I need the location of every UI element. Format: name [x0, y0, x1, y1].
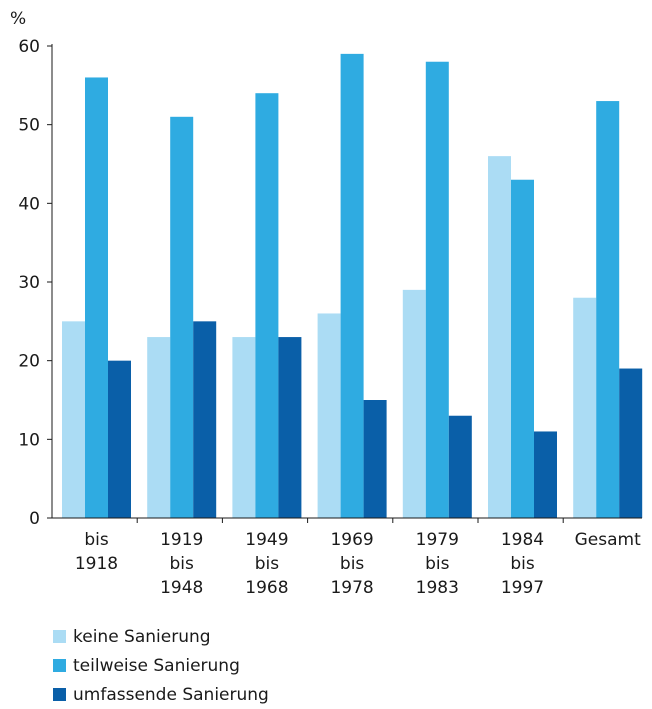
legend-label-keine: keine Sanierung — [73, 626, 211, 647]
bar-keine — [232, 337, 256, 518]
y-tick-label: 40 — [18, 194, 40, 214]
bar-keine — [62, 321, 85, 518]
y-tick-label: 0 — [29, 509, 40, 529]
legend-label-teilweise: teilweise Sanierung — [73, 655, 240, 676]
bar-teilweise — [425, 61, 449, 518]
legend-item-keine: keine Sanierung — [53, 622, 269, 651]
legend-swatch-umfassende — [53, 688, 66, 701]
legend-swatch-keine — [53, 630, 66, 643]
x-tick-label: 1949 bis 1968 — [245, 530, 288, 598]
bars — [62, 53, 643, 519]
bar-umfassende — [619, 368, 643, 518]
y-axis-ticks: 0 10 20 30 40 50 60 — [18, 37, 52, 529]
bar-chart: % 0 10 20 30 40 50 60 bis 1918 1919 bis 1948 1949 bi… — [10, 9, 643, 598]
bar-keine — [147, 337, 171, 518]
bar-umfassende — [193, 321, 217, 518]
bar-keine — [573, 297, 597, 518]
bar-keine — [317, 313, 341, 518]
bar-teilweise — [340, 53, 364, 518]
legend-label-umfassende: umfassende Sanierung — [73, 684, 269, 705]
legend-item-teilweise: teilweise Sanierung — [53, 651, 269, 680]
x-tick-label: Gesamt — [575, 530, 641, 550]
legend-swatch-teilweise — [53, 659, 66, 672]
x-tick-label: 1919 bis 1948 — [160, 530, 203, 598]
y-tick-label: 60 — [18, 37, 40, 57]
bar-keine — [402, 289, 426, 518]
y-tick-label: 30 — [18, 273, 40, 293]
bar-umfassende — [534, 431, 557, 518]
axes — [47, 44, 642, 523]
x-tick-label: 1984 bis 1997 — [501, 530, 544, 598]
y-tick-label: 50 — [18, 116, 40, 136]
bar-umfassende — [448, 415, 472, 518]
bar-umfassende — [363, 400, 387, 518]
y-axis-unit-label: % — [10, 9, 26, 29]
bar-teilweise — [85, 77, 108, 518]
legend: keine Sanierung teilweise Sanierung umfa… — [53, 622, 269, 709]
y-tick-label: 10 — [18, 430, 40, 450]
x-tick-label: bis 1918 — [75, 530, 118, 574]
x-tick-label: 1969 bis 1978 — [330, 530, 373, 598]
bar-umfassende — [108, 360, 131, 518]
bar-teilweise — [596, 101, 620, 519]
y-tick-label: 20 — [18, 352, 40, 372]
bar-keine — [488, 156, 511, 518]
x-axis-labels: bis 1918 1919 bis 1948 1949 bis 1968 1969 bis 1978… — [75, 530, 641, 598]
bar-teilweise — [511, 179, 534, 518]
bar-teilweise — [255, 93, 279, 518]
x-tick-label: 1979 bis 1983 — [416, 530, 459, 598]
bar-umfassende — [278, 337, 302, 518]
bar-teilweise — [170, 116, 194, 519]
legend-item-umfassende: umfassende Sanierung — [53, 680, 269, 709]
